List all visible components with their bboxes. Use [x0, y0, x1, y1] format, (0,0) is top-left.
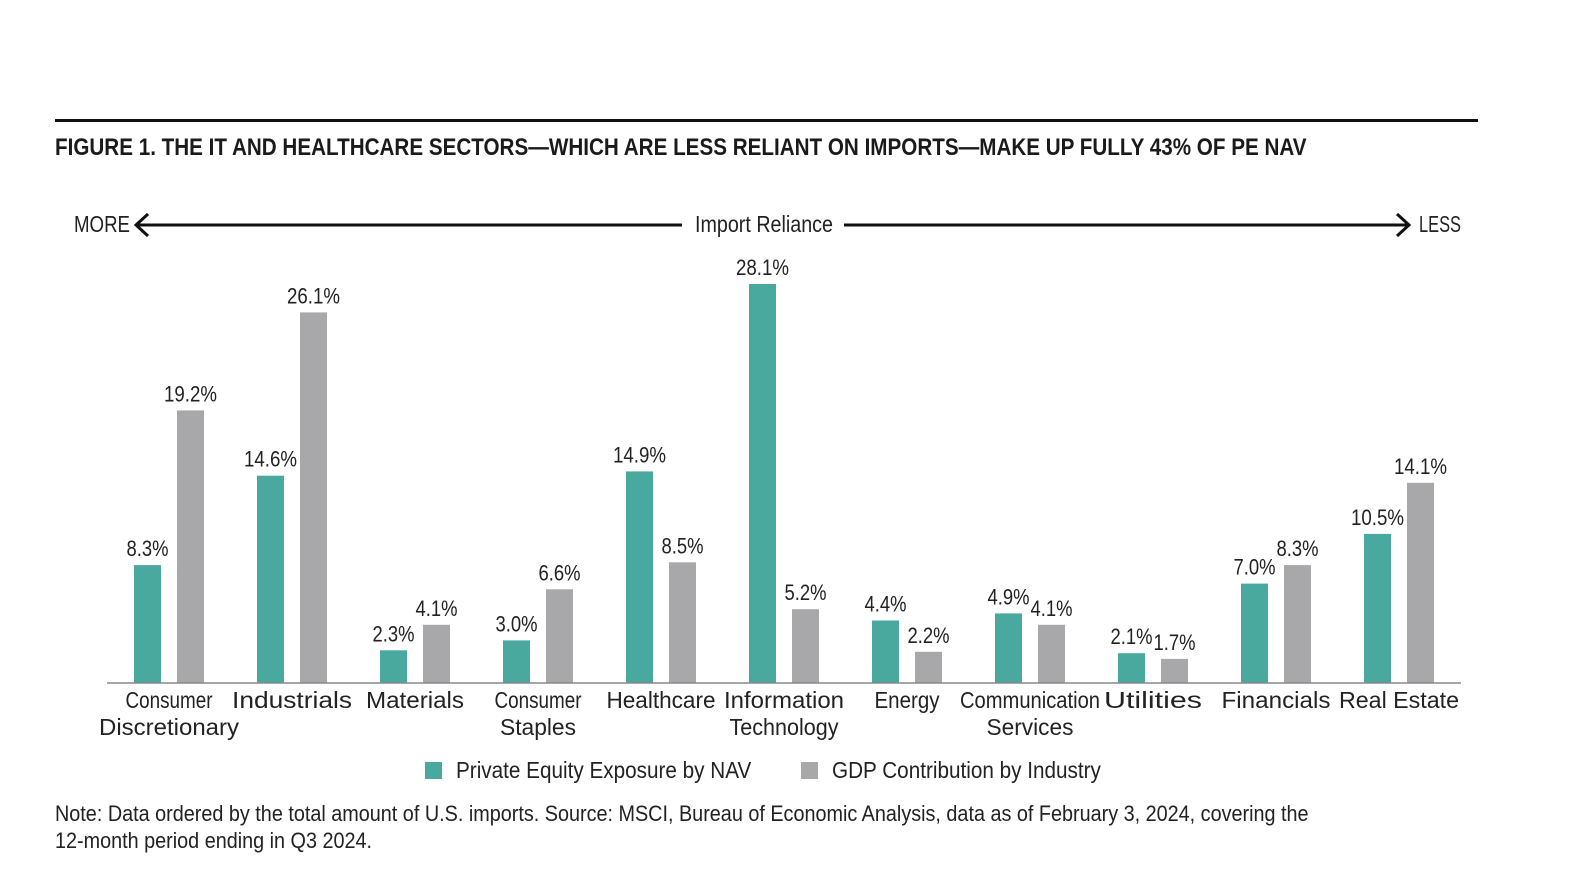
category-label-3-line-1: Staples	[500, 714, 576, 740]
category-label-1-line-0: Industrials	[232, 687, 352, 713]
category-label-5-line-0: Information	[724, 687, 844, 713]
legend-item-gdp: GDP Contribution by Industry	[801, 755, 1131, 785]
value-label-gdp-4: 8.5%	[662, 533, 704, 558]
bar-pe-8	[1118, 653, 1145, 683]
value-label-pe-8: 2.1%	[1111, 624, 1153, 649]
value-label-gdp-5: 5.2%	[785, 580, 827, 605]
value-label-pe-2: 2.3%	[373, 621, 415, 646]
bar-pe-5	[749, 284, 776, 683]
source-note: Note: Data ordered by the total amount o…	[55, 801, 1309, 853]
legend-item-pe: Private Equity Exposure by NAV	[425, 755, 784, 785]
figure-title: FIGURE 1. THE IT AND HEALTHCARE SECTORS—…	[55, 134, 1307, 161]
value-label-pe-4: 14.9%	[613, 442, 666, 467]
value-label-gdp-0: 19.2%	[164, 381, 217, 406]
value-labels-group: 8.3%19.2%14.6%26.1%2.3%4.1%3.0%6.6%14.9%…	[127, 255, 1448, 655]
value-label-pe-7: 4.9%	[988, 584, 1030, 609]
value-label-gdp-9: 8.3%	[1277, 536, 1319, 561]
bar-gdp-1	[300, 312, 327, 683]
banner-left-label: MORE	[74, 211, 130, 237]
legend-label-pe: Private Equity Exposure by NAV	[456, 756, 752, 783]
bar-gdp-9	[1284, 565, 1311, 683]
bar-pe-1	[257, 475, 284, 683]
category-label-10-line-0: Real Estate	[1339, 687, 1459, 713]
banner-arrow-left-head	[133, 212, 150, 238]
category-label-4-line-0: Healthcare	[607, 687, 716, 713]
bar-gdp-5	[792, 609, 819, 683]
value-label-pe-9: 7.0%	[1234, 555, 1276, 580]
category-label-5-line-1: Technology	[730, 714, 839, 740]
bar-gdp-3	[546, 589, 573, 683]
value-label-gdp-7: 4.1%	[1031, 596, 1073, 621]
bar-pe-4	[626, 471, 653, 683]
bar-pe-0	[134, 565, 161, 683]
category-label-7-line-0: Communication	[960, 687, 1100, 713]
bar-gdp-7	[1038, 624, 1065, 683]
bar-pe-10	[1364, 533, 1391, 683]
value-label-pe-3: 3.0%	[496, 611, 538, 636]
banner-right-label: LESS	[1419, 211, 1461, 237]
bar-gdp-4	[669, 562, 696, 683]
value-label-gdp-2: 4.1%	[416, 596, 458, 621]
value-label-pe-6: 4.4%	[865, 592, 907, 617]
category-label-2-line-0: Materials	[366, 687, 464, 713]
value-label-gdp-6: 2.2%	[908, 623, 950, 648]
bar-pe-7	[995, 613, 1022, 683]
value-label-pe-10: 10.5%	[1351, 505, 1404, 530]
bar-gdp-8	[1161, 658, 1188, 683]
value-label-pe-5: 28.1%	[736, 255, 789, 280]
category-label-0-line-0: Consumer	[126, 687, 213, 713]
bar-pe-9	[1241, 583, 1268, 683]
banner-center-label: Import Reliance	[695, 211, 833, 237]
value-label-gdp-8: 1.7%	[1154, 630, 1196, 655]
bar-pe-6	[872, 620, 899, 683]
bar-pe-3	[503, 640, 530, 683]
import-reliance-banner: MORE Import Reliance LESS	[74, 211, 1461, 238]
value-label-pe-1: 14.6%	[244, 447, 297, 472]
value-label-gdp-1: 26.1%	[287, 283, 340, 308]
legend-swatch-pe	[425, 761, 442, 779]
category-label-3-line-0: Consumer	[495, 687, 582, 713]
legend-swatch-gdp	[801, 761, 818, 779]
value-label-gdp-3: 6.6%	[539, 560, 581, 585]
bar-gdp-2	[423, 624, 450, 683]
category-label-8-line-0: Utilities	[1104, 687, 1202, 713]
bar-pe-2	[380, 650, 407, 683]
bar-gdp-6	[915, 651, 942, 683]
bar-gdp-0	[177, 410, 204, 683]
bars-group	[134, 284, 1434, 683]
category-label-0-line-1: Discretionary	[99, 714, 240, 740]
legend-label-gdp: GDP Contribution by Industry	[832, 756, 1101, 783]
banner-arrow-right-head	[1395, 212, 1412, 238]
value-label-gdp-10: 14.1%	[1394, 454, 1447, 479]
category-label-7-line-1: Services	[987, 714, 1074, 740]
top-rule	[55, 119, 1478, 122]
category-label-9-line-0: Financials	[1222, 687, 1331, 713]
bar-gdp-10	[1407, 482, 1434, 683]
category-label-6-line-0: Energy	[875, 687, 940, 713]
value-label-pe-0: 8.3%	[127, 536, 169, 561]
